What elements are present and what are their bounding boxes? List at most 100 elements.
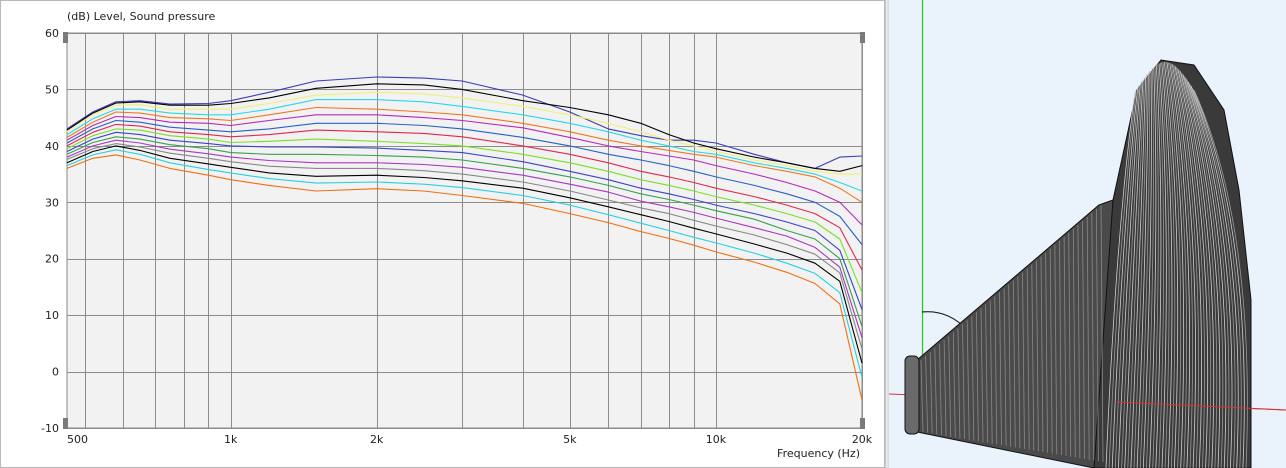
mesh-rib [1049, 248, 1053, 454]
mesh-rib [989, 300, 993, 444]
x-tick-label: 500 [67, 433, 88, 446]
mesh-rib [1193, 89, 1245, 468]
axis-range-handle[interactable] [860, 418, 865, 429]
plot-area[interactable] [66, 32, 863, 429]
mesh-rib [1036, 260, 1039, 452]
mesh-rib [1190, 85, 1239, 468]
mesh-rib [1189, 83, 1236, 468]
series-line-curve-13 [66, 143, 863, 350]
mesh-rib [966, 320, 970, 440]
mesh-rib [1017, 276, 1021, 449]
mesh-rib [1003, 288, 1007, 446]
mesh-rib [1068, 232, 1072, 457]
mesh-rib [1118, 83, 1141, 468]
series-line-curve-3 [66, 91, 862, 175]
mesh-rib [1155, 64, 1162, 468]
mesh-rib [1194, 91, 1248, 468]
mesh-rib [999, 292, 1002, 446]
3d-viewport[interactable] [889, 0, 1286, 468]
mesh-rib [1171, 64, 1196, 468]
y-tick-label: 20 [45, 253, 59, 266]
series-line-curve-9 [66, 128, 863, 293]
mesh-rib [920, 359, 924, 433]
mesh-rib [1133, 74, 1148, 468]
horn-mesh [904, 59, 1252, 468]
mesh-rib [1173, 64, 1199, 468]
series-line-curve-1 [66, 76, 863, 169]
y-tick-label: 40 [45, 140, 59, 153]
mesh-rib [1142, 69, 1152, 468]
mesh-rib [1111, 87, 1139, 468]
x-tick-label: 5k [563, 433, 577, 446]
mesh-rib [1175, 67, 1205, 468]
axis-range-handle[interactable] [860, 32, 865, 43]
mesh-rib [1012, 280, 1016, 448]
y-tick-label: 0 [52, 366, 59, 379]
mesh-rib [943, 340, 947, 436]
series-line-curve-4 [66, 99, 863, 192]
mesh-rib [1161, 62, 1173, 468]
mesh-rib [971, 316, 975, 441]
mesh-rib [1031, 264, 1035, 451]
mesh-rib [957, 328, 961, 439]
y-tick-label: -10 [41, 422, 59, 435]
mesh-rib [1045, 252, 1048, 453]
series-line-curve-12 [66, 139, 863, 338]
mesh-rib [1127, 77, 1145, 468]
y-tick-label: 30 [45, 196, 59, 209]
mesh-rib [1026, 268, 1030, 450]
mesh-rib [1178, 69, 1212, 468]
y-tick-label: 10 [45, 309, 59, 322]
mesh-rib [1124, 79, 1144, 468]
mesh-rib [1091, 212, 1095, 461]
mesh-rib [952, 332, 956, 438]
mesh-rib [1086, 216, 1090, 460]
horn-flange [904, 355, 920, 435]
mesh-rib [1182, 74, 1221, 468]
series-line-curve-2 [66, 83, 863, 172]
mesh-rib [1040, 256, 1044, 453]
series-line-curve-16 [66, 154, 863, 400]
x-axis-label: Frequency (Hz) [777, 447, 860, 460]
mesh-rib [1108, 89, 1137, 468]
mesh-rib [1105, 91, 1136, 468]
grid-lines [67, 33, 863, 429]
mesh-rib [1157, 64, 1165, 468]
mesh-rib [1059, 240, 1062, 456]
mesh-rib [1179, 71, 1215, 468]
series-line-curve-15 [66, 149, 863, 378]
series-line-curve-10 [66, 131, 863, 310]
series-line-curve-6 [66, 114, 863, 226]
y-tick-label: 60 [45, 27, 59, 40]
axis-range-handle[interactable] [63, 32, 68, 43]
mesh-rib [1185, 77, 1227, 468]
mesh-rib [1072, 228, 1076, 458]
mesh-rib [1174, 65, 1202, 468]
mesh-rib [1181, 72, 1218, 468]
x-tick-label: 10k [706, 433, 727, 446]
horn-model-view[interactable] [889, 0, 1286, 468]
series-line-curve-7 [66, 119, 863, 245]
mesh-rib [934, 348, 938, 435]
mesh-rib [929, 352, 933, 434]
panel-splitter[interactable] [885, 0, 889, 468]
mesh-rib [948, 336, 952, 437]
mesh-rib [1077, 224, 1081, 459]
mesh-rib [1191, 87, 1242, 468]
series-line-curve-14 [66, 145, 863, 364]
mesh-rib [985, 304, 988, 443]
mesh-rib [1114, 85, 1140, 468]
mesh-rib [1121, 81, 1143, 468]
mesh-rib [1149, 67, 1157, 468]
chart-title: (dB) Level, Sound pressure [67, 10, 216, 23]
axis-range-handle[interactable] [63, 418, 68, 429]
mesh-rib [1158, 63, 1167, 468]
series-group [66, 76, 863, 400]
mesh-rib [925, 355, 928, 433]
mesh-rib [976, 312, 979, 442]
x-tick-label: 1k [224, 433, 238, 446]
mesh-rib [1139, 71, 1151, 468]
mesh-rib [1136, 72, 1149, 468]
frequency-response-chart[interactable]: -10 0 10 20 30 40 50 60 500 1k 2k 5k 10k 20k (dB) Leve… [0, 0, 885, 468]
x-tick-label: 2k [370, 433, 384, 446]
